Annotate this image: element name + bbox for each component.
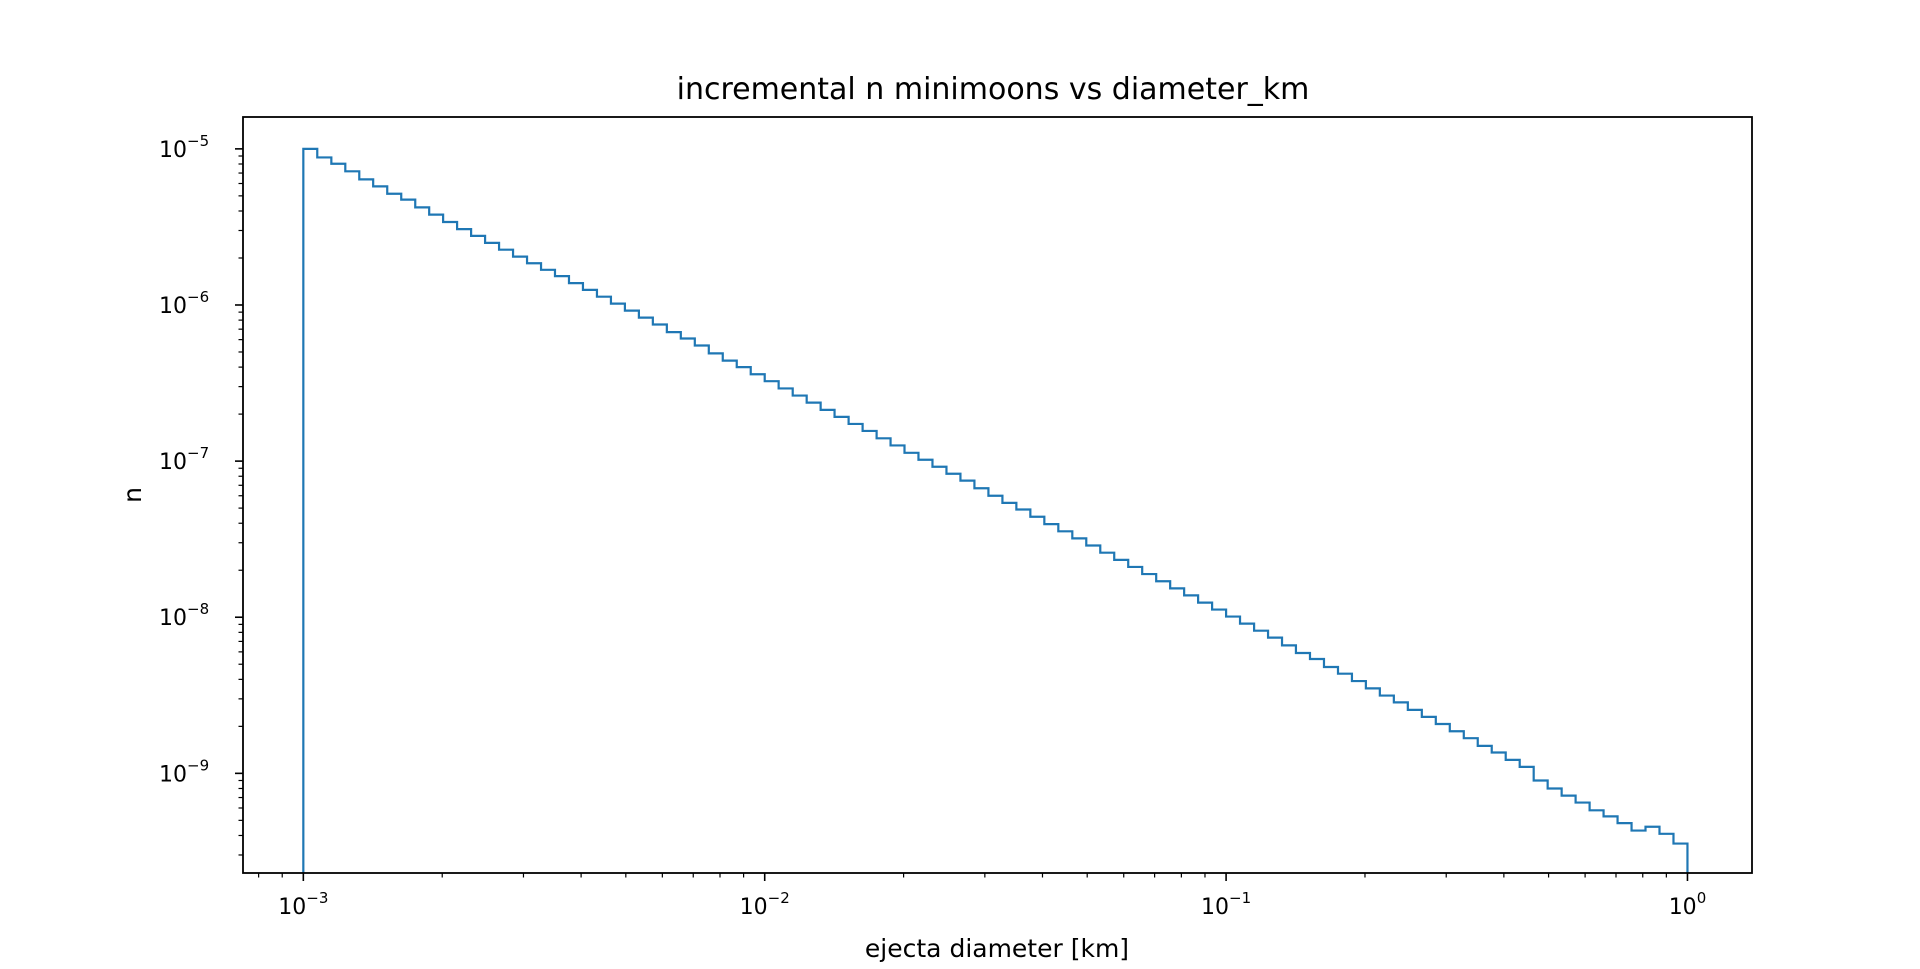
x-tick-label: 10−2 <box>740 889 790 920</box>
y-tick-label: 10−9 <box>159 756 209 787</box>
chart-title: incremental n minimoons vs diameter_km <box>677 72 1310 107</box>
y-tick-label: 10−5 <box>159 132 209 163</box>
y-axis: 10−5 10−6 10−7 10−8 10−9 <box>159 132 243 856</box>
series-step-line <box>302 147 1689 873</box>
y-tick-label: 10−6 <box>159 288 209 319</box>
x-tick-label: 10−3 <box>278 889 328 920</box>
y-axis-label: n <box>118 487 147 503</box>
x-tick-label: 100 <box>1669 889 1707 920</box>
x-axis: 10−3 10−2 10−1 100 <box>258 873 1707 920</box>
y-tick-label: 10−7 <box>159 444 209 475</box>
y-tick-label: 10−8 <box>159 600 209 631</box>
plot-area <box>242 116 1753 874</box>
x-axis-label: ejecta diameter [km] <box>865 934 1129 963</box>
axes-frame <box>242 116 1753 874</box>
x-tick-label: 10−1 <box>1201 889 1251 920</box>
